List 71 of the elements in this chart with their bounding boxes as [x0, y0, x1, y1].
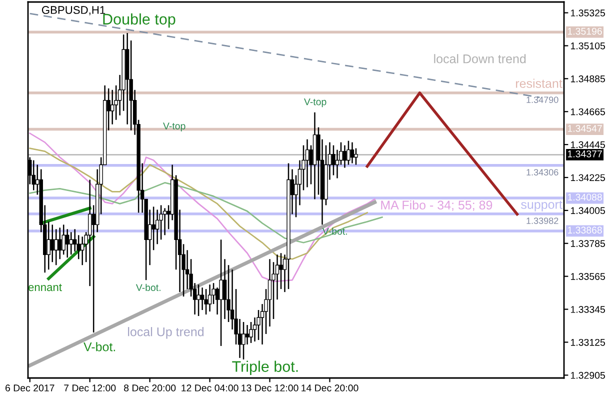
- annotation: resistant: [516, 78, 562, 88]
- candlestick: [279, 252, 283, 290]
- candlestick: [152, 206, 156, 251]
- ref-line-label: 1.35196: [568, 28, 602, 35]
- annotation: ennant: [28, 284, 62, 292]
- candlestick: [204, 288, 208, 316]
- line-series: [29, 132, 376, 282]
- annotation: V-top: [304, 98, 326, 108]
- annotation: local Down trend: [434, 54, 526, 64]
- candlestick: [69, 232, 73, 256]
- x-tick-label: 8 Dec 20:00: [124, 384, 176, 392]
- ref-line-label: 1.33868: [568, 226, 602, 234]
- candlestick: [62, 224, 66, 256]
- ref-line-label: 1.34088: [568, 194, 602, 201]
- ref-line-label: 1.34547: [568, 125, 602, 132]
- annotation: Triple bot.: [232, 360, 298, 375]
- candlestick: [350, 142, 354, 164]
- candlestick: [346, 140, 350, 166]
- candlestick: [219, 239, 223, 347]
- y-tick-label: 1.35105: [570, 42, 605, 50]
- candlestick: [305, 138, 310, 188]
- annotation: local Up trend: [128, 327, 204, 339]
- annotation: MA Fibo - 34; 55; 89: [381, 200, 492, 211]
- candlestick: [162, 208, 167, 236]
- candlestick: [208, 284, 212, 312]
- x-tick-label: 6 Dec 2017: [6, 384, 54, 392]
- y-tick-label: 1.33125: [570, 338, 605, 346]
- y-tick-label: 1.34225: [570, 174, 605, 182]
- candlestick: [46, 221, 50, 270]
- candlestick: [196, 284, 200, 317]
- y-tick-label: 1.32905: [570, 372, 605, 379]
- line-series: [29, 182, 383, 244]
- candlestick: [342, 144, 347, 168]
- candlestick: [32, 160, 36, 191]
- x-tick-label: 14 Dec 20:00: [302, 384, 358, 392]
- candlestick: [66, 228, 70, 258]
- chart-title: GBPUSD,H1: [42, 6, 106, 16]
- candlestick: [222, 258, 227, 320]
- candlestick: [245, 324, 250, 346]
- ref-line-label: 1.33982: [526, 218, 558, 224]
- y-tick-label: 1.34445: [570, 141, 605, 148]
- x-tick-label: 12 Dec 04:00: [182, 384, 238, 392]
- ref-line-label: 1.34790: [526, 96, 558, 103]
- line-series: [29, 148, 368, 260]
- ref-line-label: 1.34306: [526, 169, 558, 176]
- candlestick: [200, 286, 204, 311]
- candlestick: [332, 144, 336, 176]
- y-tick-label: 1.35325: [570, 10, 605, 16]
- annotation: V-top: [163, 122, 186, 132]
- y-tick-label: 1.33785: [570, 240, 605, 247]
- candlestick: [249, 321, 253, 344]
- y-tick-label: 1.34665: [570, 108, 605, 116]
- annotation: V-bot.: [136, 284, 160, 292]
- x-tick-label: 13 Dec 12:00: [242, 384, 298, 392]
- annotation: support: [521, 200, 562, 212]
- y-tick-label: 1.34005: [570, 207, 605, 214]
- candlestick: [110, 89, 114, 125]
- candlestick: [54, 228, 58, 266]
- candlestick: [58, 227, 62, 260]
- annotation: V-bot.: [84, 342, 116, 352]
- candlestick: [80, 236, 84, 266]
- x-tick-label: 7 Dec 12:00: [64, 384, 116, 392]
- ref-line-label: 1.34377: [568, 150, 602, 158]
- y-tick-label: 1.33345: [570, 306, 605, 313]
- annotation: Double top: [103, 13, 176, 28]
- candlestick: [242, 321, 246, 360]
- y-tick-label: 1.33565: [570, 273, 605, 280]
- candlestick: [50, 224, 54, 263]
- candlestick: [159, 204, 163, 240]
- candlestick: [354, 148, 358, 166]
- y-tick-label: 1.34885: [570, 75, 605, 82]
